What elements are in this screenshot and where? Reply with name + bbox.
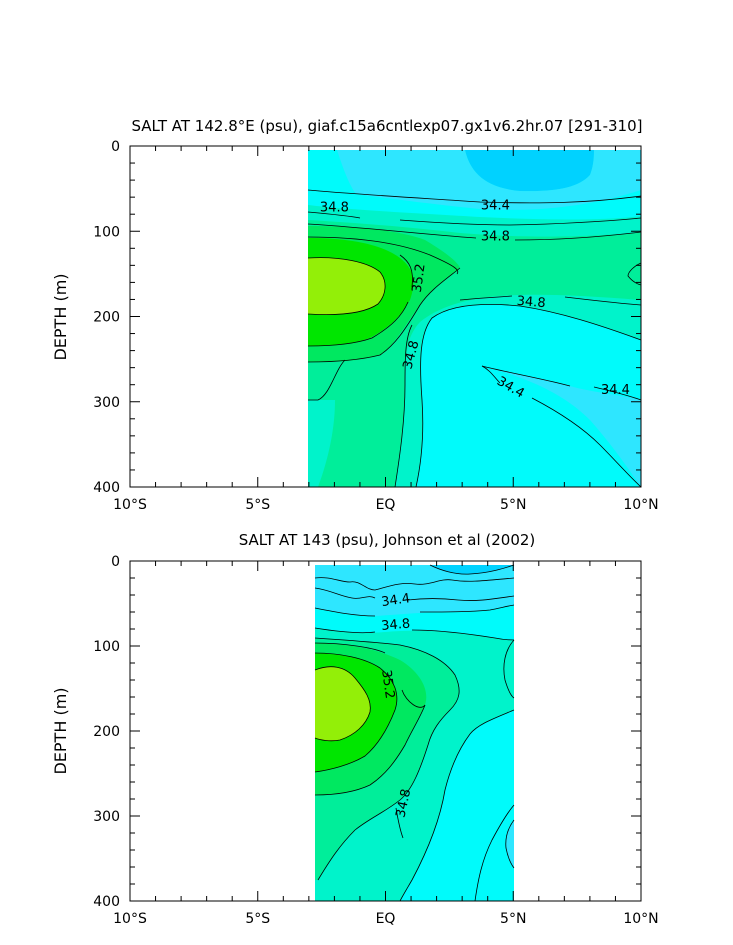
contour-label: 34.8 bbox=[401, 339, 423, 371]
panel-1-contour-lines bbox=[307, 189, 642, 488]
contour-label-text: 35.2 bbox=[378, 669, 397, 700]
contour-label-text: 35.2 bbox=[410, 263, 429, 294]
region-34-0-top bbox=[430, 565, 514, 575]
contour-label: 35.2 bbox=[410, 263, 429, 294]
region-34-4-band-top bbox=[315, 565, 514, 616]
contour-label-text: 34.8 bbox=[381, 617, 411, 634]
contour-label-text: 34.8 bbox=[481, 229, 510, 244]
contour-label-text: 34.4 bbox=[380, 591, 411, 610]
y-tick-label: 300 bbox=[93, 809, 120, 825]
region-35-6-max bbox=[308, 257, 386, 315]
region-34-4-lower-right bbox=[482, 366, 641, 487]
y-tick-label: 200 bbox=[93, 724, 120, 740]
panel-1-title: SALT AT 142.8°E (psu), giaf.c15a6cntlexp… bbox=[132, 117, 643, 135]
contour-label: 34.8 bbox=[381, 617, 411, 634]
contour-label-text: 34.4 bbox=[601, 383, 630, 398]
contour-label: 34.8 bbox=[516, 294, 546, 311]
contour-label-text: 34.4 bbox=[481, 199, 510, 214]
region-35-0-right-edge bbox=[628, 263, 641, 285]
y-tick-label: 400 bbox=[93, 894, 120, 910]
panel-2-contour-labels: 34.4 34.8 35.2 34.8 bbox=[378, 591, 414, 819]
y-tick-label: 200 bbox=[93, 310, 120, 326]
x-tick-label: 5°S bbox=[245, 911, 270, 927]
contour-label: 34.4 bbox=[601, 383, 630, 398]
x-tick-label: 5°N bbox=[500, 497, 526, 513]
y-tick-label: 400 bbox=[93, 480, 120, 496]
x-tick-label: EQ bbox=[376, 497, 396, 513]
panel-2-y-axis-label: DEPTH (m) bbox=[51, 687, 70, 774]
region-34-0-top bbox=[465, 150, 594, 192]
region-34-4-band-top bbox=[337, 150, 641, 210]
panel-1-contour-fill bbox=[308, 150, 641, 487]
panel-1-axes: 10°S 5°S EQ 5°N 10°N 0 100 200 300 400 bbox=[93, 139, 658, 513]
contour-label: 34.4 bbox=[481, 199, 510, 214]
panel-2-title: SALT AT 143 (psu), Johnson et al (2002) bbox=[239, 531, 536, 549]
contour-label-text: 34.8 bbox=[320, 200, 349, 215]
region-35-6-max bbox=[315, 666, 371, 741]
contour-label-text: 34.8 bbox=[516, 294, 546, 311]
y-tick-label: 300 bbox=[93, 395, 120, 411]
y-tick-label: 100 bbox=[93, 639, 120, 655]
panel-2-contour-fill bbox=[315, 565, 514, 901]
panel-2-axes: 10°S 5°S EQ 5°N 10°N 0 100 200 300 400 bbox=[93, 554, 658, 927]
contour-label: 35.2 bbox=[378, 669, 397, 700]
x-tick-label: 10°S bbox=[113, 911, 147, 927]
x-tick-label: 5°N bbox=[500, 911, 526, 927]
x-tick-label: 10°N bbox=[623, 497, 658, 513]
panel-1-y-axis-label: DEPTH (m) bbox=[51, 273, 70, 360]
contour-label: 34.8 bbox=[481, 229, 510, 244]
panel-2-contour-lines bbox=[314, 564, 515, 902]
contour-label: 34.8 bbox=[394, 788, 415, 819]
x-tick-label: 10°N bbox=[623, 911, 658, 927]
contour-label: 34.4 bbox=[380, 591, 411, 610]
x-tick-label: 10°S bbox=[113, 497, 147, 513]
x-tick-label: EQ bbox=[376, 911, 396, 927]
contour-label-text: 34.8 bbox=[401, 339, 423, 371]
contour-label: 34.8 bbox=[320, 200, 349, 215]
panel-observed: SALT AT 143 (psu), Johnson et al (2002) … bbox=[51, 531, 659, 927]
y-tick-label: 100 bbox=[93, 224, 120, 240]
y-tick-label: 0 bbox=[111, 139, 120, 155]
y-tick-label: 0 bbox=[111, 554, 120, 570]
x-tick-label: 5°S bbox=[245, 497, 270, 513]
panel-model: SALT AT 142.8°E (psu), giaf.c15a6cntlexp… bbox=[51, 117, 659, 513]
contour-label-text: 34.8 bbox=[394, 788, 415, 819]
